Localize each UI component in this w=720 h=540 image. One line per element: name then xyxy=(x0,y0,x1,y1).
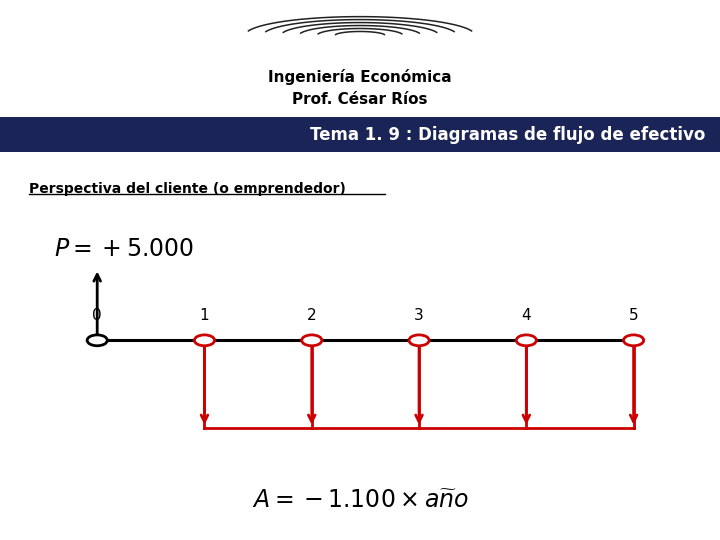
Text: Perspectiva del cliente (o emprendedor): Perspectiva del cliente (o emprendedor) xyxy=(29,182,346,196)
Circle shape xyxy=(516,335,536,346)
Circle shape xyxy=(409,335,429,346)
Text: Prof. César Ríos: Prof. César Ríos xyxy=(292,92,428,107)
Text: 0: 0 xyxy=(92,308,102,323)
Text: 5: 5 xyxy=(629,308,639,323)
Circle shape xyxy=(624,335,644,346)
Text: 2: 2 xyxy=(307,308,317,323)
Text: $P = +5.000$: $P = +5.000$ xyxy=(54,237,194,261)
Text: 4: 4 xyxy=(521,308,531,323)
Circle shape xyxy=(302,335,322,346)
Text: 1: 1 xyxy=(199,308,210,323)
Circle shape xyxy=(87,335,107,346)
Circle shape xyxy=(194,335,215,346)
Text: Tema 1. 9 : Diagramas de flujo de efectivo: Tema 1. 9 : Diagramas de flujo de efecti… xyxy=(310,126,706,144)
Text: $A = -1.100 \times a\widetilde{n}o$: $A = -1.100 \times a\widetilde{n}o$ xyxy=(251,489,469,513)
Text: Ingeniería Económica: Ingeniería Económica xyxy=(268,69,452,85)
Text: 3: 3 xyxy=(414,308,424,323)
